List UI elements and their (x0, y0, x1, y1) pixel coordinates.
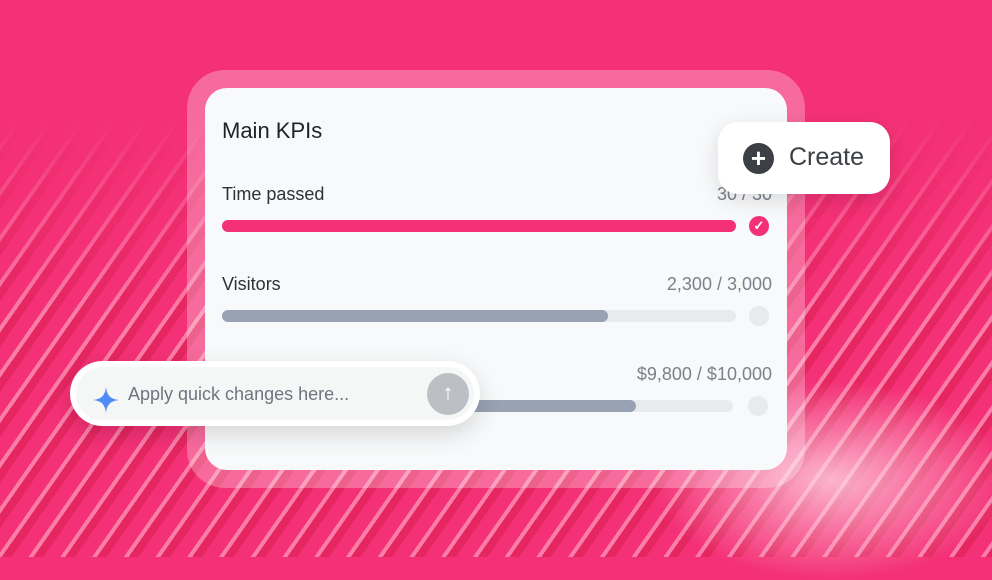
quick-changes-input[interactable] (126, 379, 430, 409)
kpi-label: Time passed (222, 184, 325, 204)
create-button[interactable]: + Create (718, 122, 890, 194)
quick-changes-field (76, 367, 474, 420)
progress-fill (222, 220, 736, 232)
kpi-value: $9,800 / $10,000 (636, 364, 772, 384)
create-label: Create (789, 143, 865, 171)
plus-circle-icon: + (743, 143, 774, 174)
status-dot-icon (749, 306, 769, 326)
arrow-up-icon[interactable]: ↑ (427, 373, 469, 415)
card-title: Main KPIs (222, 118, 323, 143)
kpi-value: 2,300 / 3,000 (666, 274, 772, 294)
progress-fill (222, 310, 608, 322)
progress-bar (222, 220, 736, 232)
progress-bar (222, 310, 736, 322)
quick-changes-bar (70, 361, 480, 426)
kpi-label: Visitors (222, 274, 281, 294)
sparkle-icon (93, 387, 119, 413)
check-icon: ✓ (749, 216, 769, 236)
status-dot-icon (748, 396, 768, 416)
